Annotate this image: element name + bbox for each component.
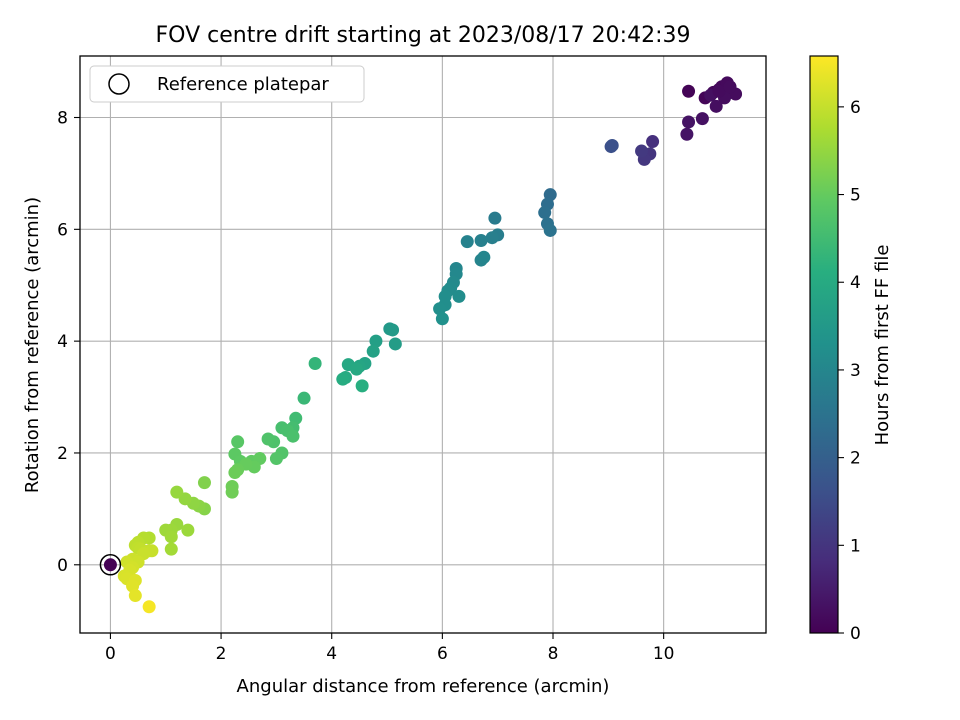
data-point — [386, 323, 400, 337]
reference-point — [103, 558, 117, 572]
x-tick-label: 10 — [653, 644, 675, 664]
reference-ring — [99, 554, 122, 576]
data-point — [297, 391, 311, 405]
data-point — [366, 344, 380, 358]
x-tick-label: 6 — [437, 644, 448, 664]
data-point — [388, 337, 402, 351]
legend-label: Reference platepar — [157, 74, 329, 95]
data-point — [350, 362, 364, 376]
data-point — [142, 600, 156, 614]
data-point — [709, 99, 723, 113]
data-point — [269, 452, 283, 466]
data-point — [682, 115, 696, 129]
reference-marker — [99, 554, 122, 576]
colorbar-label: Hours from first FF file — [872, 245, 893, 446]
data-point — [680, 127, 694, 141]
data-point — [543, 223, 557, 237]
data-point — [228, 466, 242, 480]
x-tick-label: 2 — [216, 644, 227, 664]
y-axis-ticks: 0 2 4 6 8 — [57, 109, 80, 576]
data-point — [485, 231, 499, 245]
legend-marker — [108, 73, 130, 95]
data-point — [164, 530, 178, 544]
data-point — [128, 589, 142, 603]
data-point — [452, 289, 466, 303]
chart-title: FOV centre drift starting at 2023/08/17 … — [156, 23, 691, 48]
data-point — [336, 372, 350, 386]
data-point — [286, 429, 300, 443]
colorbar-tick-label: 5 — [850, 186, 861, 206]
y-tick-label: 0 — [57, 556, 68, 576]
colorbar-tick-label: 3 — [850, 361, 861, 381]
x-tick-label: 4 — [326, 644, 337, 664]
data-point — [170, 485, 184, 499]
legend: Reference platepar — [89, 65, 365, 103]
colorbar: 0 1 2 3 4 5 6 Hours from first FF file — [809, 55, 893, 644]
y-tick-label: 8 — [57, 109, 68, 129]
plot-frame — [79, 55, 767, 634]
data-point — [605, 138, 619, 152]
data-point — [197, 476, 211, 490]
y-tick-label: 6 — [57, 220, 68, 240]
colorbar-ticks: 0 1 2 3 4 5 6 — [838, 98, 861, 644]
data-point — [646, 135, 660, 149]
data-point — [164, 542, 178, 556]
x-axis-label: Angular distance from reference (arcmin) — [237, 676, 610, 697]
colorbar-tick-label: 0 — [850, 624, 861, 644]
x-tick-label: 8 — [548, 644, 559, 664]
colorbar-tick-label: 2 — [850, 449, 861, 469]
data-point — [682, 84, 696, 98]
data-point — [181, 523, 195, 537]
y-axis-label: Rotation from reference (arcmin) — [22, 197, 43, 493]
data-point — [538, 206, 552, 220]
data-point — [231, 435, 245, 449]
x-axis-ticks: 0 2 4 6 8 10 — [105, 633, 674, 664]
data-point — [635, 144, 649, 158]
data-point — [433, 302, 447, 316]
data-point — [460, 235, 474, 249]
colorbar-tick-label: 6 — [850, 98, 861, 118]
y-tick-label: 4 — [57, 332, 68, 352]
data-point — [488, 211, 502, 225]
data-point — [474, 234, 488, 248]
data-point — [435, 312, 449, 326]
data-point — [712, 84, 726, 98]
colorbar-gradient — [809, 55, 839, 634]
data-point — [477, 250, 491, 264]
legend-box — [89, 65, 365, 103]
colorbar-tick-label: 1 — [850, 536, 861, 556]
data-points — [117, 76, 743, 614]
data-point — [369, 334, 383, 348]
data-point — [225, 485, 239, 499]
grid-lines — [80, 56, 766, 633]
y-tick-label: 2 — [57, 444, 68, 464]
data-point — [723, 80, 737, 94]
data-point — [308, 357, 322, 371]
data-point — [355, 379, 369, 393]
data-point — [261, 432, 275, 446]
x-tick-label: 0 — [105, 644, 116, 664]
data-point — [695, 112, 709, 126]
colorbar-tick-label: 4 — [850, 273, 861, 293]
